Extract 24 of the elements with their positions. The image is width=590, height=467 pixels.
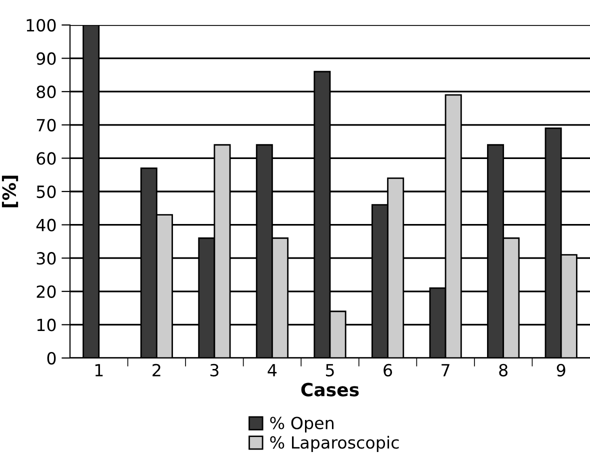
y-tick-label: 0 [47, 352, 56, 365]
x-tick-label: 2 [152, 364, 160, 376]
legend-label: % Open [270, 416, 334, 433]
x-tick-label: 3 [210, 364, 218, 376]
y-tick-label: 20 [36, 285, 56, 298]
x-tick-label: 7 [442, 364, 450, 376]
x-tick-label: 9 [556, 364, 566, 376]
x-axis-title: Cases [301, 382, 359, 396]
y-tick-label: 50 [36, 185, 56, 198]
x-tick-label: 5 [326, 364, 334, 376]
y-tick-label: 30 [36, 252, 56, 265]
y-tick-label: 100 [26, 18, 56, 32]
y-tick-label: 90 [36, 52, 56, 65]
y-axis-title: [%] [2, 176, 18, 208]
x-tick-label: 4 [268, 364, 277, 376]
y-tick-label: 60 [36, 152, 56, 165]
y-tick-label: 70 [36, 118, 56, 132]
x-tick-label: 8 [499, 364, 508, 376]
y-tick-label: 10 [37, 318, 56, 332]
x-tick-label: 6 [384, 364, 392, 376]
y-tick-label: 80 [36, 86, 56, 98]
y-tick-label: 40 [36, 218, 56, 232]
x-tick-label: 1 [95, 364, 103, 376]
legend-label: % Laparoscopic [270, 436, 399, 452]
